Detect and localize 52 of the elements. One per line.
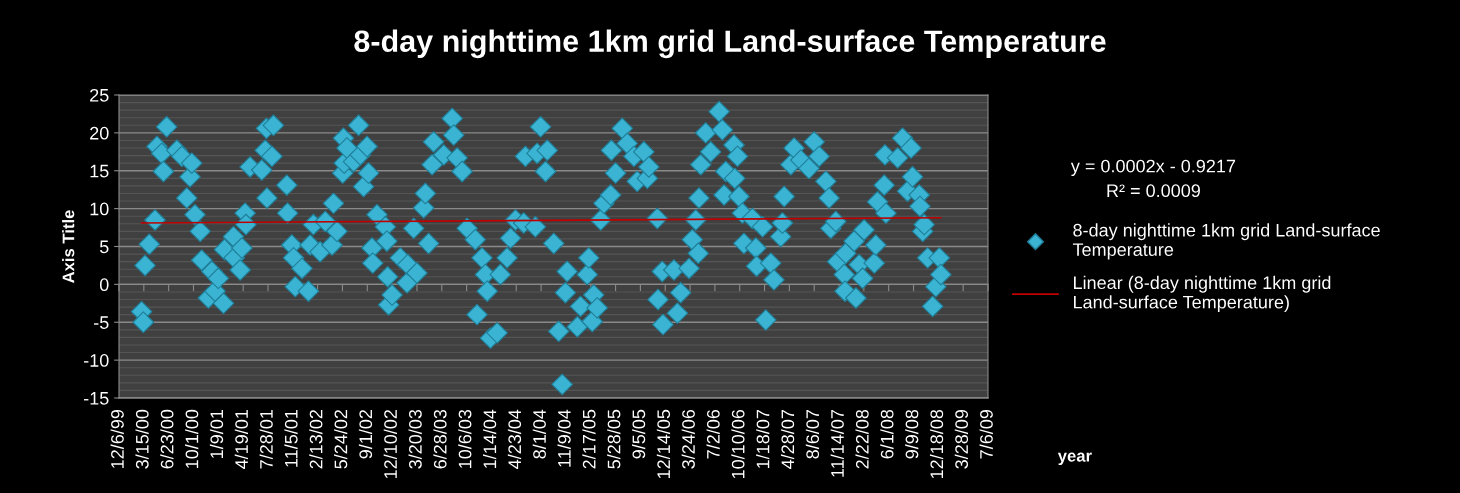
text: y = 0.0002x - 0.9217 [1070,159,1236,177]
x-tick-label: 6/23/00 [160,409,174,469]
y-tick-label: -15 [83,392,109,405]
x-tick-label: 10/6/03 [458,409,472,468]
x-tick-label: 9/1/02 [358,410,373,459]
y-axis-title: Axis Title [62,210,75,283]
chart-title: 8-day nighttime 1km grid Land-surface Temperature [354,29,1106,59]
x-tick-label: 2/22/08 [855,409,869,469]
y-tick-label: -5 [94,316,109,329]
y-tick-label: 5 [99,240,109,254]
x-tick-label: 10/10/06 [731,409,745,479]
y-tick-label: 15 [90,164,109,178]
x-tick-label: 4/28/07 [780,410,795,469]
x-tick-label: 12/14/05 [656,409,671,479]
x-tick-label: 3/20/03 [408,409,422,469]
x-tick-label: 2/13/02 [309,410,323,469]
x-tick-label: 4/19/01 [234,409,248,469]
y-tick-label: -10 [83,354,109,367]
x-tick-label: 11/5/01 [284,409,298,467]
x-tick-label: 8/1/04 [532,409,546,459]
x-tick-label: 4/23/04 [507,409,522,469]
x-tick-label: 7/6/09 [979,409,993,459]
x-tick-label: 3/24/06 [681,409,695,469]
y-tick-label: 25 [90,88,109,102]
x-tick-label: 10/1/00 [185,409,199,468]
y-tick-label: 20 [90,126,109,140]
x-tick-label: 5/24/02 [334,410,348,469]
x-tick-label: 8/6/07 [805,410,820,459]
y-tick-label: 10 [90,202,109,216]
x-tick-label: 3/28/09 [954,409,969,469]
x-tick-label: 7/28/01 [259,409,273,469]
x-tick-label: 6/1/08 [880,409,894,459]
legend-label: Linear (8-day nighttime 1km grid Land-surface Temperature) [1074,275,1331,313]
x-tick-label: 11/9/04 [557,409,571,467]
x-tick-label: 9/9/08 [905,409,919,459]
x-axis-title: year [1057,452,1092,466]
x-tick-label: 6/28/03 [433,409,447,469]
y-tick-label: 0 [99,278,109,292]
x-tick-label: 7/2/06 [706,409,720,459]
x-tick-label: 12/6/99 [110,409,124,468]
x-tick-label: 2/17/05 [582,409,596,469]
x-tick-label: 5/28/05 [607,409,621,469]
text: R² = 0.0009 [1107,184,1200,198]
x-tick-label: 12/18/08 [929,409,944,479]
legend-label: 8-day nighttime 1km grid Land-surface Temperature [1072,223,1380,260]
x-tick-label: 1/9/01 [209,409,224,458]
x-tick-label: 9/5/05 [631,409,646,459]
x-tick-label: 3/15/00 [135,409,149,469]
x-tick-label: 11/14/07 [830,410,844,477]
x-tick-label: 1/14/04 [483,409,497,468]
x-tick-label: 12/10/02 [383,410,397,479]
x-tick-label: 1/18/07 [756,410,770,468]
